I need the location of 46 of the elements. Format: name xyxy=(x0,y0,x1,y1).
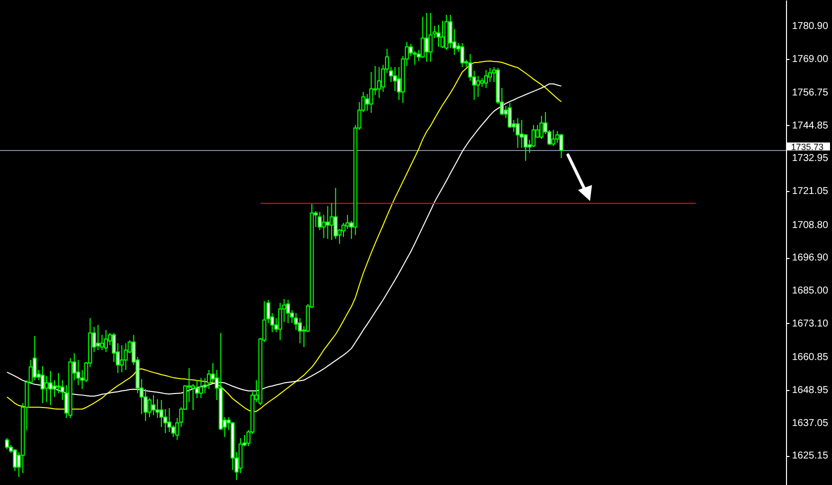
y-tick-label: 1648.95 xyxy=(792,384,829,396)
candlestick xyxy=(155,398,160,418)
candlestick xyxy=(424,12,429,62)
y-tick-label: 1685.00 xyxy=(792,286,829,297)
y-tick-label: 1708.80 xyxy=(792,220,829,231)
y-tick-label: 1721.05 xyxy=(792,186,829,198)
candlestick xyxy=(551,129,556,146)
candlestick xyxy=(198,377,203,399)
candlestick xyxy=(32,336,37,381)
candlestick xyxy=(508,102,512,129)
y-tick-label: 1769.00 xyxy=(792,54,829,65)
candlestick xyxy=(559,134,564,159)
candlestick xyxy=(124,342,128,370)
candlestick xyxy=(436,24,441,48)
y-tick-label: 1732.95 xyxy=(792,153,829,164)
y-tick-label: 1696.90 xyxy=(792,252,829,264)
candlestick xyxy=(460,42,464,68)
candlestick xyxy=(148,398,152,418)
candlestick xyxy=(428,12,433,62)
y-tick-label: 1660.85 xyxy=(792,352,829,364)
candlestick xyxy=(151,394,156,416)
candlestick xyxy=(4,438,9,450)
candlestick xyxy=(539,115,544,140)
candlestick xyxy=(484,70,488,89)
candlestick xyxy=(286,299,290,324)
candlestick xyxy=(120,344,124,373)
candlestick xyxy=(48,370,53,406)
candlestick xyxy=(420,16,425,58)
y-tick-label: 1625.15 xyxy=(792,450,829,462)
ref-line-label: 1735.73 xyxy=(791,142,824,152)
candlestick xyxy=(330,202,334,241)
y-tick-label: 1744.85 xyxy=(792,120,829,132)
candlestick xyxy=(44,376,49,402)
candlestick xyxy=(516,118,520,148)
candlestick xyxy=(440,20,444,49)
candlestick xyxy=(96,324,100,351)
candlestick xyxy=(278,302,282,341)
y-tick-label: 1756.75 xyxy=(792,88,829,99)
candlestick xyxy=(476,75,480,98)
y-tick-label: 1673.10 xyxy=(792,318,829,330)
y-tick-label: 1780.90 xyxy=(792,20,829,32)
candlestick xyxy=(326,206,330,240)
y-tick-label: 1637.05 xyxy=(792,418,829,429)
candlestick xyxy=(104,329,108,353)
candlestick xyxy=(377,66,382,98)
candlestick xyxy=(167,408,172,433)
